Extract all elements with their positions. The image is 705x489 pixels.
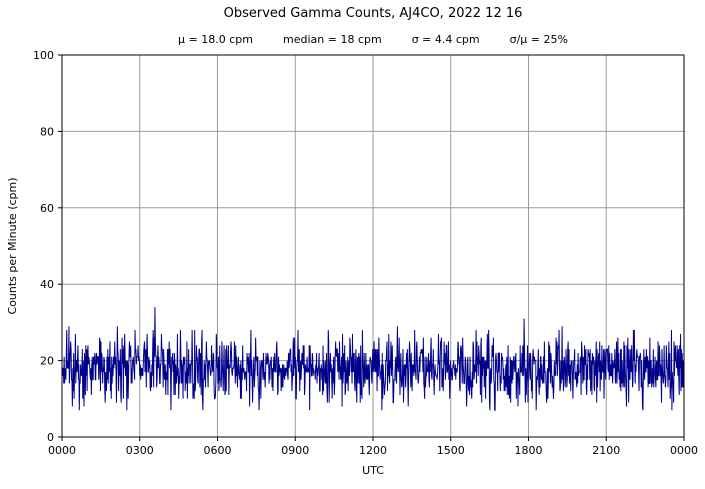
y-tick-label: 0 — [47, 431, 54, 444]
y-tick-label: 80 — [40, 125, 54, 138]
y-tick-label: 20 — [40, 355, 54, 368]
x-tick-label: 1200 — [359, 444, 387, 457]
x-tick-label: 0900 — [281, 444, 309, 457]
tick-marks — [58, 54, 685, 441]
x-tick-label: 0600 — [204, 444, 232, 457]
data-series — [61, 307, 685, 411]
x-tick-label: 1800 — [515, 444, 543, 457]
chart-title: Observed Gamma Counts, AJ4CO, 2022 12 16 — [223, 6, 523, 21]
chart-stats-line: μ = 18.0 cpm median = 18 cpm σ = 4.4 cpm… — [62, 33, 684, 46]
stat-median: median = 18 cpm — [283, 33, 382, 46]
stat-mean: μ = 18.0 cpm — [178, 33, 253, 46]
y-tick-label: 60 — [40, 202, 54, 215]
y-tick-label: 40 — [40, 278, 54, 291]
y-axis-label: Counts per Minute (cpm) — [6, 177, 19, 314]
x-tick-label: 2100 — [592, 444, 620, 457]
grid-lines — [62, 55, 684, 437]
x-tick-label: 1500 — [437, 444, 465, 457]
stat-sigma-over-mu: σ/μ = 25% — [509, 33, 568, 46]
x-tick-label: 0000 — [670, 444, 698, 457]
tick-labels: 0 20 40 60 80 100 0000 0300 0600 0900 1200 1500 1800… — [33, 49, 698, 457]
y-tick-label: 100 — [33, 49, 54, 62]
x-axis-label: UTC — [362, 464, 384, 477]
x-tick-label: 0000 — [48, 444, 76, 457]
stat-sigma: σ = 4.4 cpm — [411, 33, 480, 46]
x-tick-label: 0300 — [126, 444, 154, 457]
